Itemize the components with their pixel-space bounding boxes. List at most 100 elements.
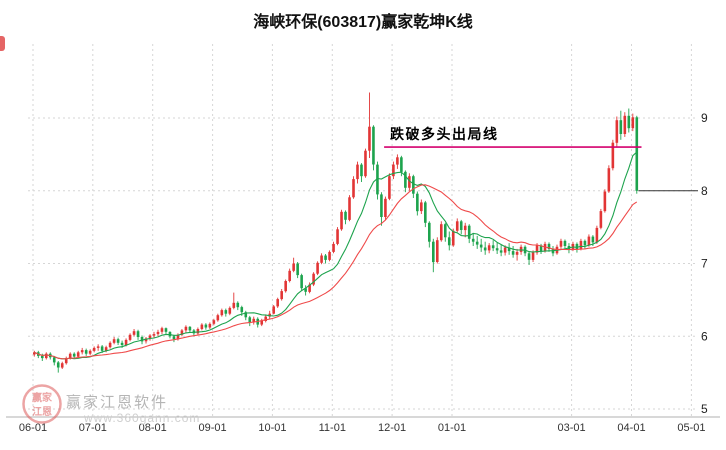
x-axis-label: 01-01 (438, 422, 466, 434)
candle-up (599, 211, 603, 228)
x-axis-label: 09-01 (199, 422, 227, 434)
candle-down (539, 245, 543, 252)
candle-up (232, 302, 236, 308)
candle-down (164, 328, 168, 332)
candle-up (463, 225, 467, 231)
candle-down (575, 243, 579, 249)
candle-up (92, 347, 96, 351)
candle-up (515, 251, 519, 255)
ma-line-long (34, 184, 638, 360)
candle-up (124, 339, 128, 345)
candle-down (428, 222, 431, 242)
candle-up (292, 263, 295, 271)
candle-up (316, 262, 319, 274)
candle-down (380, 194, 383, 217)
candle-down (511, 251, 515, 255)
y-axis-label: 9 (701, 111, 708, 125)
candle-up (156, 331, 160, 335)
candle-down (471, 238, 475, 242)
candle-down (447, 237, 451, 246)
candle-down (467, 225, 471, 239)
candle-up (579, 240, 583, 249)
candle-down (495, 248, 499, 251)
candle-down (224, 310, 228, 314)
candle-up (176, 334, 180, 340)
candle-up (595, 227, 599, 243)
signal-annotation-text: 跌破多头出局线 (390, 126, 499, 142)
candle-down (627, 115, 631, 129)
candle-up (328, 251, 331, 260)
candle-up (587, 236, 591, 246)
candle-down (412, 176, 415, 194)
candle-up (160, 328, 164, 332)
candle-up (76, 352, 80, 357)
candle-up (148, 335, 152, 339)
watermark-seal-icon: 赢家 江恩 (22, 384, 62, 424)
seal-text-top: 赢家 (32, 391, 53, 404)
x-axis-label: 08-01 (139, 422, 167, 434)
candle-up (455, 221, 459, 231)
candle-up (64, 358, 68, 364)
candle-down (240, 307, 244, 313)
candle-up (408, 176, 411, 188)
candle-up (228, 307, 232, 314)
candle-up (364, 150, 367, 177)
candle-up (68, 353, 72, 359)
candle-up (420, 202, 423, 212)
candle-down (376, 164, 379, 195)
candle-down (304, 288, 307, 292)
chart-title: 海峡环保(603817)赢家乾坤K线 (253, 14, 473, 31)
y-axis-label: 8 (701, 184, 708, 198)
candle-down (475, 241, 479, 245)
candle-up (288, 270, 291, 281)
candle-up (128, 334, 132, 340)
candle-up (396, 157, 399, 165)
candle-down (188, 326, 192, 331)
candle-down (527, 253, 531, 260)
candle-up (208, 323, 212, 328)
candle-down (116, 339, 120, 343)
candle-up (340, 211, 343, 230)
x-axis-label: 07-01 (79, 422, 107, 434)
candle-down (404, 171, 407, 188)
ma-line-short (34, 151, 638, 360)
candle-up (348, 197, 351, 220)
x-axis-label: 11-01 (319, 422, 346, 434)
candle-up (384, 198, 387, 217)
candle-up (368, 126, 371, 151)
candle-down (100, 346, 104, 351)
candle-up (451, 230, 455, 246)
candle-down (236, 302, 240, 308)
x-axis-label: 12-01 (378, 422, 406, 434)
candle-up (503, 247, 507, 253)
candle-down (84, 350, 88, 354)
signal-layer (384, 146, 698, 192)
candle-up (284, 281, 287, 292)
candle-down (40, 355, 44, 359)
candle-up (332, 243, 335, 252)
candle-up (260, 321, 264, 325)
candle-up (80, 350, 84, 353)
candle-up (623, 115, 627, 134)
candle-down (52, 357, 56, 363)
candle-up (615, 120, 619, 143)
candle-down (491, 245, 495, 249)
candle-down (296, 263, 299, 276)
moving-average-layer (34, 151, 638, 360)
candle-up (104, 347, 108, 351)
candle-up (96, 346, 100, 348)
candle-up (276, 299, 279, 307)
candle-down (479, 244, 483, 248)
candle-down (172, 336, 176, 340)
candles-layer (33, 92, 639, 373)
watermark-brand-text: 赢家江恩软件 (66, 394, 169, 411)
candle-up (184, 326, 188, 331)
seal-text-bottom: 江恩 (32, 405, 52, 418)
candle-up (216, 315, 220, 321)
candle-down (432, 241, 435, 263)
candle-up (611, 142, 615, 169)
x-axis-label: 04-01 (617, 422, 645, 434)
candle-up (559, 240, 563, 247)
watermark-site-text: www.360gann.com (84, 411, 201, 425)
